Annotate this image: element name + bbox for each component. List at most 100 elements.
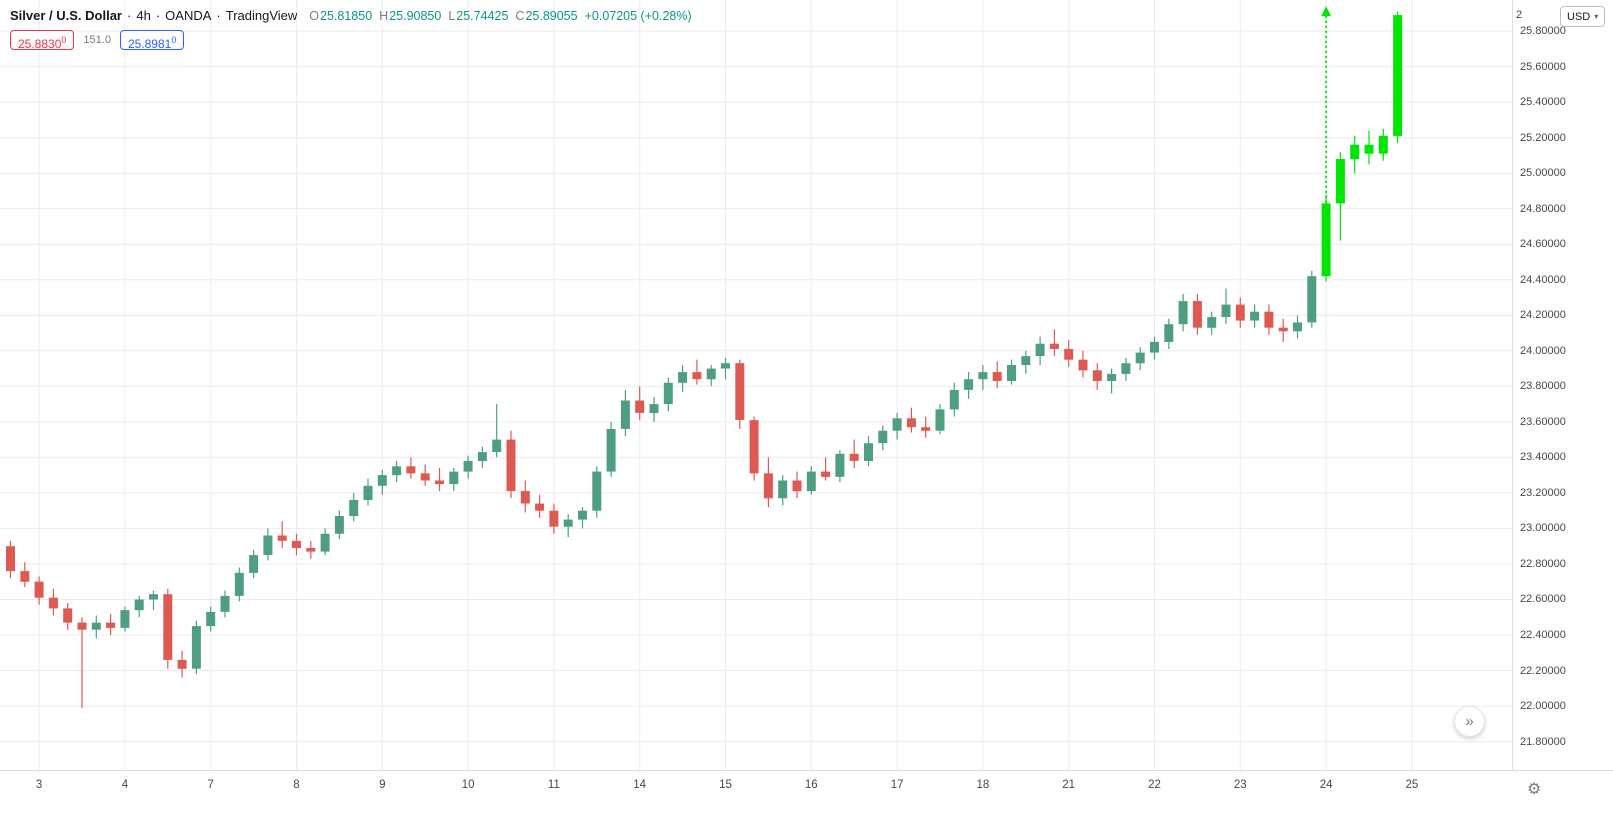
- candle: [406, 457, 416, 479]
- candle: [1192, 294, 1202, 335]
- candle: [706, 365, 716, 387]
- candle: [277, 521, 287, 548]
- price-axis-label: 23.60000: [1520, 415, 1566, 428]
- candle: [349, 492, 359, 522]
- buy-button[interactable]: 25.89810: [119, 30, 185, 51]
- legend-row: Silver / U.S. Dollar · 4h · OANDA · Trad…: [10, 8, 692, 23]
- sell-button[interactable]: 25.88300: [10, 30, 75, 51]
- candle: [1178, 294, 1188, 332]
- candle: [1378, 128, 1388, 161]
- candle: [1207, 311, 1217, 335]
- candle: [978, 365, 988, 390]
- candle: [191, 620, 201, 675]
- price-axis-label: 23.20000: [1520, 486, 1566, 499]
- candlestick-svg[interactable]: [0, 0, 1512, 770]
- time-axis-label: 22: [1148, 779, 1161, 791]
- collapse-right-button[interactable]: »: [1454, 706, 1485, 737]
- candle: [520, 480, 530, 513]
- interval-label[interactable]: 4h: [136, 8, 151, 23]
- candle: [763, 457, 773, 508]
- candle: [735, 359, 745, 429]
- candle: [91, 615, 101, 639]
- candle: [292, 533, 301, 556]
- separator-dot: ·: [155, 8, 161, 23]
- candle: [1021, 350, 1031, 374]
- time-axis-label: 18: [976, 779, 990, 791]
- candle: [1278, 318, 1288, 342]
- candle: [1007, 359, 1016, 385]
- buy-price-sup: 0: [171, 35, 177, 45]
- candle: [334, 510, 344, 540]
- candle: [692, 359, 702, 385]
- candle: [1335, 151, 1345, 241]
- candle: [377, 469, 387, 495]
- candle: [149, 590, 158, 611]
- candle: [435, 468, 444, 492]
- time-axis-label: 16: [804, 779, 818, 791]
- time-axis-label: 21: [1062, 779, 1076, 791]
- candle: [1064, 340, 1074, 367]
- time-axis-label: 25: [1405, 779, 1419, 791]
- candle: [463, 455, 473, 479]
- candle: [1121, 357, 1131, 381]
- candle: [878, 425, 888, 451]
- exchange-label: OANDA: [165, 8, 212, 23]
- candle: [635, 386, 645, 421]
- price-axis-label: 25.00000: [1520, 167, 1566, 180]
- candle: [821, 457, 831, 481]
- candle: [864, 436, 873, 467]
- candle: [392, 460, 402, 483]
- candle: [620, 389, 630, 437]
- candle: [549, 503, 559, 534]
- price-axis-label: 24.00000: [1520, 344, 1566, 357]
- time-axis-label: 24: [1319, 779, 1333, 791]
- price-axis-label: 25.60000: [1520, 60, 1566, 73]
- time-axis-label: 14: [633, 779, 647, 791]
- currency-button[interactable]: USD ▾: [1560, 6, 1606, 27]
- symbol-title[interactable]: Silver / U.S. Dollar: [10, 8, 122, 23]
- separator-dot: ·: [127, 8, 132, 23]
- price-axis[interactable]: 25.80000 25.60000 25.40000 25.20000 25.00000…: [1512, 0, 1613, 770]
- candle: [234, 567, 244, 602]
- price-axis-label: 23.00000: [1520, 522, 1566, 535]
- candle: [249, 549, 259, 579]
- open-value: 25.81850: [320, 8, 373, 23]
- candle: [1364, 130, 1374, 165]
- candle: [449, 468, 459, 492]
- candle: [835, 450, 845, 483]
- candle: [921, 416, 931, 438]
- buy-price: 25.8981: [127, 37, 172, 51]
- time-axis-label: 4: [121, 779, 129, 791]
- candle: [206, 606, 216, 632]
- time-axis-label: 7: [207, 779, 214, 791]
- price-axis-label: 22.40000: [1520, 629, 1566, 641]
- close-value: 25.89055: [525, 8, 578, 23]
- candle: [20, 562, 30, 587]
- price-axis-label: 21.80000: [1520, 735, 1566, 748]
- settings-gear-icon[interactable]: ⚙: [1527, 781, 1542, 798]
- candle: [949, 382, 959, 417]
- candle: [1049, 329, 1059, 357]
- candle: [477, 446, 487, 468]
- price-axis-label: 25.80000: [1520, 25, 1566, 38]
- high-label: H: [379, 8, 389, 23]
- price-axis-label: 24.20000: [1520, 309, 1566, 322]
- candle: [935, 404, 945, 435]
- candle: [106, 613, 116, 635]
- candle: [1393, 11, 1403, 143]
- price-axis-label: 24.80000: [1520, 202, 1566, 215]
- candle: [535, 494, 545, 518]
- candle: [63, 603, 73, 630]
- spread-value: 151.0: [83, 34, 111, 46]
- candle: [77, 617, 87, 708]
- time-axis-label: 11: [547, 779, 560, 791]
- sell-price: 25.8830: [18, 37, 62, 51]
- up-arrow-annotation: [1321, 6, 1332, 223]
- time-axis[interactable]: 3 4 7 8 9 10 11 14 15 16 17 18 21 22 23 24 25: [0, 770, 1613, 818]
- candle: [792, 471, 802, 499]
- candle: [134, 595, 144, 618]
- bid-ask-row: 25.88300 151.0 25.89810: [10, 30, 692, 51]
- candle: [420, 464, 430, 486]
- symbol-legend: Silver / U.S. Dollar · 4h · OANDA · Trad…: [10, 8, 692, 51]
- sell-price-sup: 0: [61, 35, 67, 45]
